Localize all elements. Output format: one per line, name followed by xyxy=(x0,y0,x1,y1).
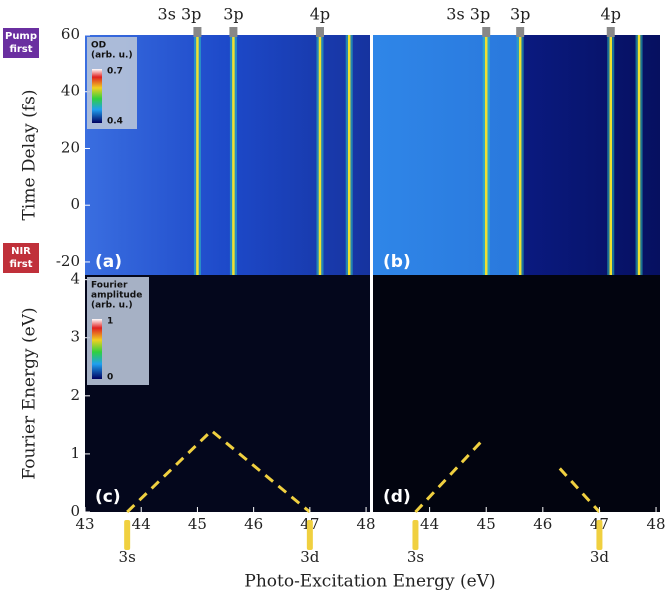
y-tick-label: 3 xyxy=(70,328,80,346)
marker xyxy=(412,520,419,550)
resonance-label: 4p xyxy=(310,5,330,24)
guide-line xyxy=(558,467,601,514)
badge-text: Pump xyxy=(5,31,37,42)
resonance-label: 3p xyxy=(510,5,530,24)
y-tick-label: 4 xyxy=(70,270,80,288)
panel-label: (b) xyxy=(383,252,411,272)
y-tick-label: -20 xyxy=(56,252,80,270)
badge xyxy=(3,28,39,58)
panel-label: (c) xyxy=(95,487,121,507)
x-tick-label: 48 xyxy=(357,515,376,533)
colorbar-tick: 0 xyxy=(107,373,113,383)
resonance-tab xyxy=(229,27,238,37)
y-tick-label: 40 xyxy=(61,82,80,100)
y-tick-label: 20 xyxy=(61,138,80,156)
badge-text: first xyxy=(9,44,32,55)
y-tick-label: 0 xyxy=(70,502,80,520)
resonance-tab xyxy=(606,27,615,37)
y-axis-label: Time Delay (fs) xyxy=(20,90,40,221)
y-tick-label: 1 xyxy=(70,444,80,462)
badge-text: first xyxy=(9,259,32,270)
x-tick-label: 44 xyxy=(132,515,151,533)
x-tick-label: 46 xyxy=(533,515,552,533)
x-tick-label: 43 xyxy=(75,515,94,533)
marker-label: 3s xyxy=(407,548,424,566)
y-tick-label: 0 xyxy=(70,195,80,213)
x-tick-label: 46 xyxy=(244,515,263,533)
colorbar-title: Fourier xyxy=(91,281,128,291)
marker xyxy=(596,520,603,550)
badge xyxy=(3,243,39,273)
y-tick-label: 2 xyxy=(70,386,80,404)
marker-label: 3d xyxy=(300,548,320,566)
marker xyxy=(306,520,313,550)
y-tick-label: 60 xyxy=(61,25,80,43)
resonance-tab xyxy=(193,27,202,37)
resonance-label: 3s 3p xyxy=(446,5,490,24)
marker-label: 3s xyxy=(119,548,136,566)
x-axis-label: Photo-Excitation Energy (eV) xyxy=(244,572,495,592)
colorbar xyxy=(92,69,102,123)
x-tick-label: 45 xyxy=(188,515,207,533)
colorbar-tick: 1 xyxy=(107,317,113,327)
badge-text: NIR xyxy=(11,246,31,257)
colorbar-title: (arb. u.) xyxy=(91,51,133,61)
resonance-tab xyxy=(482,27,491,37)
resonance-tab xyxy=(315,27,324,37)
colorbar xyxy=(92,319,102,379)
colorbar-tick: 0.4 xyxy=(107,117,123,127)
x-tick-label: 45 xyxy=(477,515,496,533)
panel-label: (d) xyxy=(383,487,411,507)
colorbar-title: (arb. u.) xyxy=(91,301,133,311)
panel-label: (a) xyxy=(95,252,122,272)
colorbar-title: amplitude xyxy=(91,291,142,301)
resonance-label: 3s 3p xyxy=(158,5,202,24)
resonance-label: 4p xyxy=(601,5,621,24)
colorbar-tick: 0.7 xyxy=(107,67,123,77)
marker-label: 3d xyxy=(590,548,610,566)
x-tick-label: 48 xyxy=(646,515,665,533)
guide-line xyxy=(126,428,311,514)
x-tick-label: 44 xyxy=(420,515,439,533)
marker xyxy=(124,520,131,550)
resonance-label: 3p xyxy=(223,5,243,24)
panel-b xyxy=(373,35,660,275)
resonance-tab xyxy=(516,27,525,37)
panel-d xyxy=(373,275,660,512)
colorbar-title: OD xyxy=(91,41,106,51)
y-axis-label: Fourier Energy (eV) xyxy=(20,307,40,479)
